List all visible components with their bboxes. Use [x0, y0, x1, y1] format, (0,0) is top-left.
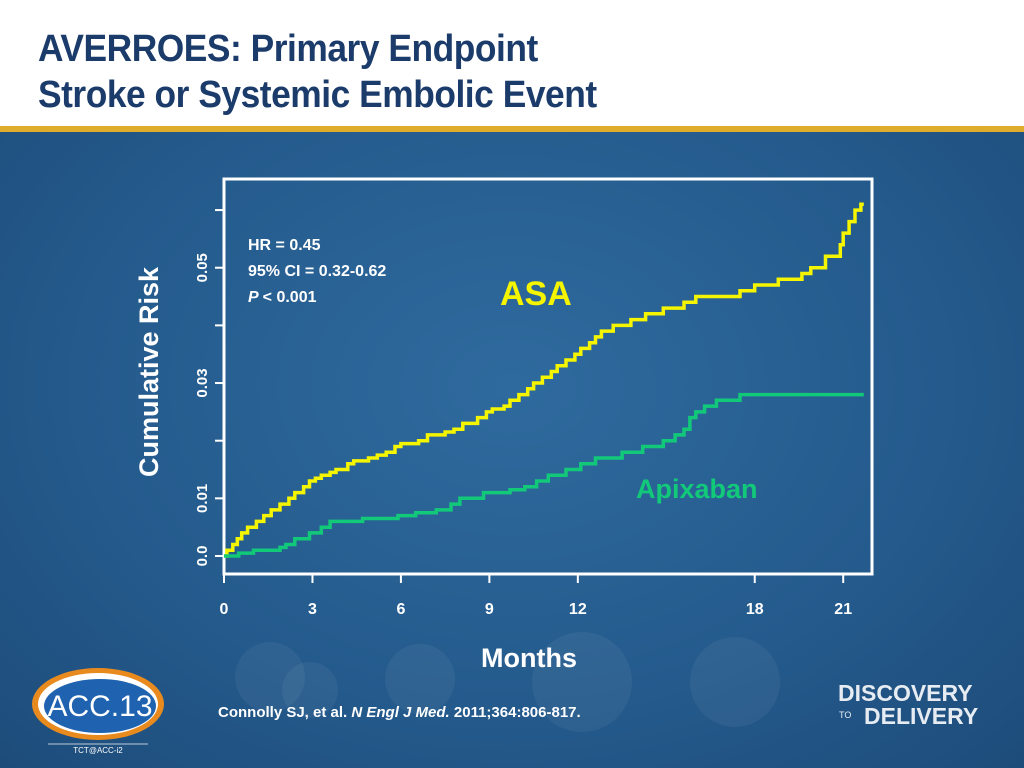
x-tick-label: 18 [746, 601, 764, 618]
y-tick-label: 0.03 [194, 368, 211, 397]
decor-circle [532, 632, 632, 732]
p-annotation: P < 0.001 [248, 289, 317, 306]
delivery-word: DELIVERY [864, 703, 978, 729]
asa-curve [224, 202, 864, 558]
ci-annotation: 95% CI = 0.32-0.62 [248, 263, 386, 280]
citation-journal: N Engl J Med. [351, 704, 450, 721]
decor-circle [690, 637, 780, 727]
x-tick-label: 3 [308, 601, 317, 618]
slide-header: AVERROES: Primary Endpoint Stroke or Sys… [0, 0, 1024, 128]
discovery-word: DISCOVERY [838, 680, 973, 706]
x-tick-label: 0 [220, 601, 229, 618]
x-axis-ticks: 0 3 6 9 12 18 21 [220, 574, 852, 618]
x-tick-label: 9 [485, 601, 494, 618]
y-tick-label: 0.05 [194, 253, 211, 282]
p-value: < 0.001 [263, 289, 317, 306]
acc13-logo-subtext: TCT@ACC-i2 [73, 746, 123, 754]
x-axis-title: Months [481, 643, 577, 673]
citation-authors: Connolly SJ, et al. [218, 704, 348, 721]
hr-annotation: HR = 0.45 [248, 237, 321, 254]
y-tick-label: 0.0 [194, 546, 211, 567]
citation-ref: 2011;364:806-817. [453, 704, 581, 721]
y-tick-label: 0.01 [194, 484, 211, 513]
plot-frame [222, 177, 874, 576]
x-tick-label: 12 [569, 601, 587, 618]
discovery-to-delivery-logo: DISCOVERY TO DELIVERY [838, 680, 978, 729]
y-axis-title: Cumulative Risk [134, 266, 164, 477]
p-label: P [248, 289, 259, 306]
accent-rule [0, 126, 1024, 132]
decor-circle [282, 662, 338, 718]
decor-circle [235, 642, 305, 712]
citation: Connolly SJ, et al. N Engl J Med. 2011;3… [218, 704, 581, 721]
acc13-logo: ACC.13 TCT@ACC-i2 [32, 668, 164, 754]
apixaban-curve [224, 392, 864, 558]
slide-body [0, 132, 1024, 768]
x-tick-label: 21 [834, 601, 852, 618]
slide-title-line-2: Stroke or Systemic Embolic Event [38, 74, 597, 116]
y-axis-ticks: 0.0 0.01 0.03 0.05 [194, 209, 224, 567]
decor-circle [385, 644, 455, 714]
asa-series-label: ASA [500, 275, 572, 313]
apixaban-series-label: Apixaban [636, 474, 758, 504]
slide-title-line-1: AVERROES: Primary Endpoint [38, 28, 538, 70]
acc13-logo-text: ACC.13 [47, 690, 152, 723]
to-word: TO [839, 710, 851, 720]
x-tick-label: 6 [396, 601, 405, 618]
